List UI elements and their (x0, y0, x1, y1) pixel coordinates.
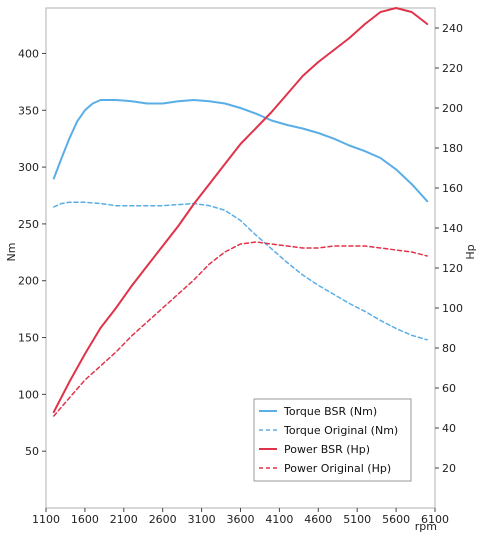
x-tick-label: 3600 (227, 513, 255, 526)
right-y-tick-label: 200 (442, 102, 463, 115)
right-y-tick-label: 140 (442, 222, 463, 235)
right-y-tick-label: 240 (442, 22, 463, 35)
left-axis-title: Nm (5, 243, 18, 262)
series-line-torque-bsr-nm (52, 99, 429, 203)
left-y-tick-label: 350 (18, 104, 39, 117)
x-axis-title: rpm (415, 520, 437, 533)
right-y-tick-label: 60 (442, 382, 456, 395)
series-line-torque-original-nm (53, 201, 428, 341)
x-tick-label: 5100 (343, 513, 371, 526)
right-y-tick-label: 120 (442, 262, 463, 275)
x-axis: 1100 1600 2100 2600 3100 3600 4100 4600 5100 5600… (32, 508, 449, 526)
x-tick-label: 1600 (71, 513, 99, 526)
legend: Torque BSR (Nm) Torque Original (Nm) Pow… (253, 398, 412, 482)
left-y-tick-label: 300 (18, 161, 39, 174)
left-y-tick-label: 150 (18, 332, 39, 345)
right-y-tick-label: 160 (442, 182, 463, 195)
x-tick-label: 2100 (110, 513, 138, 526)
x-tick-label: 3100 (188, 513, 216, 526)
x-tick-label: 5600 (382, 513, 410, 526)
left-y-tick-label: 100 (18, 388, 39, 401)
right-y-axis: 20 40 60 80 100 120 140 160 180 200 220 240 (435, 22, 463, 475)
series-line-power-original-hp (53, 241, 428, 417)
series-lines (52, 7, 429, 417)
x-tick-label: 1100 (32, 513, 60, 526)
left-y-tick-label: 250 (18, 218, 39, 231)
x-tick-label: 6100 (421, 513, 449, 526)
right-y-tick-label: 20 (442, 462, 456, 475)
x-tick-label: 2600 (149, 513, 177, 526)
right-axis-title: Hp (464, 244, 477, 259)
x-tick-label: 4600 (304, 513, 332, 526)
right-y-tick-label: 100 (442, 302, 463, 315)
right-y-tick-label: 80 (442, 342, 456, 355)
left-y-tick-label: 200 (18, 275, 39, 288)
legend-label-power-original: Power Original (Hp) (284, 462, 391, 475)
legend-box (253, 398, 412, 482)
left-y-axis: 50 100 150 200 250 300 350 400 (18, 47, 46, 458)
legend-label-power-bsr: Power BSR (Hp) (284, 443, 370, 456)
legend-label-torque-original: Torque Original (Nm) (283, 424, 398, 437)
x-tick-label: 4100 (265, 513, 293, 526)
right-y-tick-label: 180 (442, 142, 463, 155)
right-y-tick-label: 220 (442, 62, 463, 75)
legend-label-torque-bsr: Torque BSR (Nm) (283, 405, 377, 418)
right-y-tick-label: 40 (442, 422, 456, 435)
left-y-tick-label: 50 (25, 445, 39, 458)
left-y-tick-label: 400 (18, 47, 39, 60)
series-line-power-bsr-hp (52, 7, 429, 413)
